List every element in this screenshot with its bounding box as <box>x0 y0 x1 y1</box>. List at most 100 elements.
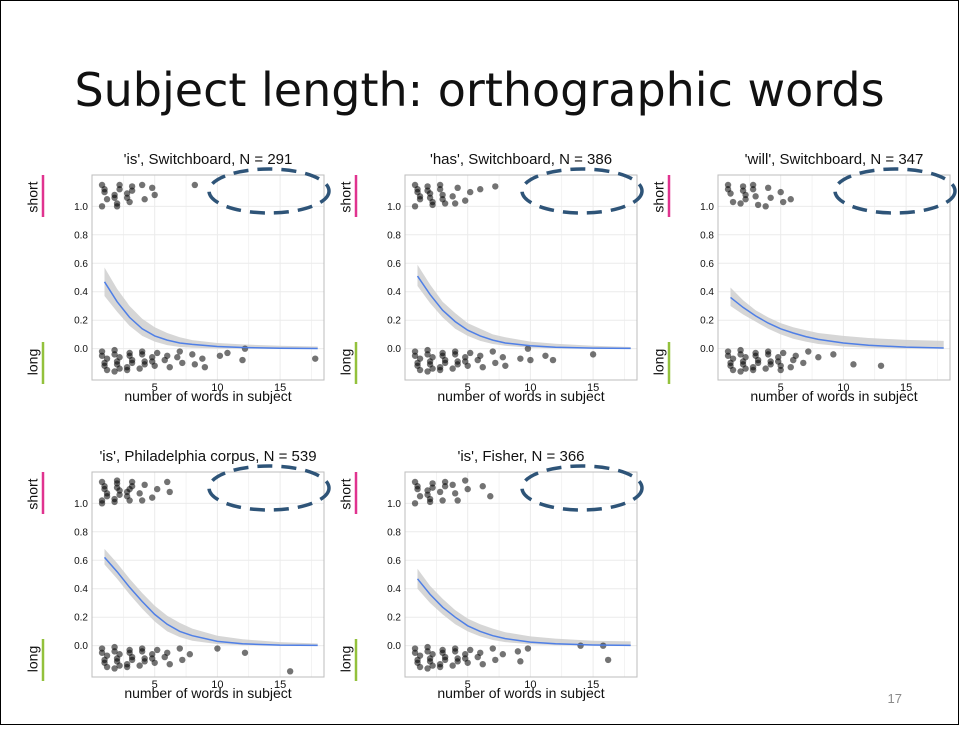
point-short <box>424 491 431 498</box>
point-long <box>98 348 106 355</box>
point-short <box>436 488 444 496</box>
point-short <box>492 183 499 190</box>
point-short <box>449 193 456 200</box>
point-short <box>111 194 118 201</box>
x-tick-label: 10 <box>211 679 223 691</box>
point-long <box>123 663 131 671</box>
point-long <box>502 362 509 369</box>
panel-is-switchboard: 'is', Switchboard, N = 291 0.0 0.2 0.4 0.6 0.… <box>25 147 331 432</box>
confidence-band <box>730 287 944 349</box>
point-long <box>128 359 136 367</box>
y-label-short: short <box>338 478 354 509</box>
point-long <box>514 648 522 655</box>
point-long <box>787 363 794 371</box>
point-short <box>451 490 459 497</box>
point-long <box>739 361 747 368</box>
point-short <box>141 196 148 203</box>
y-tick-label: 1.0 <box>74 202 88 213</box>
point-short <box>436 186 444 193</box>
point-short <box>479 483 486 490</box>
point-long <box>492 359 499 367</box>
point-long <box>239 356 246 364</box>
point-long <box>479 363 486 371</box>
point-long <box>113 658 121 665</box>
point-short <box>724 186 732 193</box>
point-long <box>98 645 106 652</box>
point-short <box>116 491 123 498</box>
x-tick-label: 5 <box>152 679 158 691</box>
panel-border <box>404 174 638 381</box>
plot-area <box>92 472 324 677</box>
point-long <box>149 655 156 662</box>
point-short <box>767 194 774 201</box>
point-short <box>126 485 133 493</box>
x-tick-label: 10 <box>211 382 223 394</box>
point-long <box>103 652 111 659</box>
x-tick-label: 5 <box>465 679 471 691</box>
point-long <box>775 358 782 365</box>
point-short <box>101 186 108 193</box>
point-long <box>764 348 772 355</box>
point-long <box>737 346 744 354</box>
x-axis-label: number of words in subject <box>437 685 604 701</box>
point-long <box>724 348 732 355</box>
point-long <box>424 643 431 651</box>
panel-border <box>91 471 325 678</box>
point-long <box>800 359 807 367</box>
y-tick-label: 0.6 <box>700 259 714 270</box>
point-short <box>441 483 449 490</box>
chart-title: 'is', Switchboard, N = 291 <box>124 151 293 168</box>
point-short <box>103 196 111 203</box>
x-tick-label: 15 <box>587 679 599 691</box>
point-long <box>189 351 196 358</box>
y-tick-label: 1.0 <box>387 202 401 213</box>
y-label-short: short <box>651 181 667 212</box>
y-label-long: long <box>25 646 41 672</box>
point-short <box>729 198 737 206</box>
point-long <box>141 658 148 665</box>
point-long <box>752 352 759 359</box>
x-axis-label: number of words in subject <box>124 388 291 404</box>
y-tick-label: 1.0 <box>74 499 88 510</box>
point-long <box>524 345 532 352</box>
point-long <box>141 361 148 368</box>
data-points <box>411 181 597 375</box>
point-short <box>414 186 421 193</box>
y-tick-label: 0.0 <box>700 344 714 355</box>
point-short <box>462 477 469 484</box>
point-long <box>103 355 111 362</box>
point-long <box>489 645 496 652</box>
point-short <box>454 497 461 504</box>
point-long <box>451 348 459 355</box>
point-long <box>805 348 812 355</box>
point-long <box>116 651 123 658</box>
point-long <box>111 643 118 651</box>
point-long <box>424 346 431 354</box>
point-short <box>742 196 749 203</box>
point-short <box>151 191 158 199</box>
point-long <box>424 368 431 375</box>
point-long <box>214 645 221 652</box>
point-short <box>154 485 161 493</box>
point-long <box>186 651 194 658</box>
point-long <box>517 355 524 362</box>
point-long <box>492 656 499 664</box>
point-short <box>462 197 469 204</box>
x-tick-label: 5 <box>778 382 784 394</box>
point-short <box>467 188 474 196</box>
point-short <box>98 497 106 504</box>
panel-is-philadelphia: 'is', Philadelphia corpus, N = 539 0.0 0.2… <box>25 444 331 729</box>
point-short <box>98 203 106 210</box>
point-short <box>128 187 136 194</box>
point-long <box>116 354 123 361</box>
point-long <box>113 361 121 368</box>
x-tick-label: 10 <box>837 382 849 394</box>
x-tick-label: 15 <box>274 382 286 394</box>
point-long <box>499 354 507 361</box>
point-short <box>113 484 121 491</box>
y-tick-label: 0.2 <box>74 316 88 327</box>
y-tick-label: 0.0 <box>387 344 401 355</box>
point-long <box>424 665 431 672</box>
point-long <box>762 365 769 372</box>
